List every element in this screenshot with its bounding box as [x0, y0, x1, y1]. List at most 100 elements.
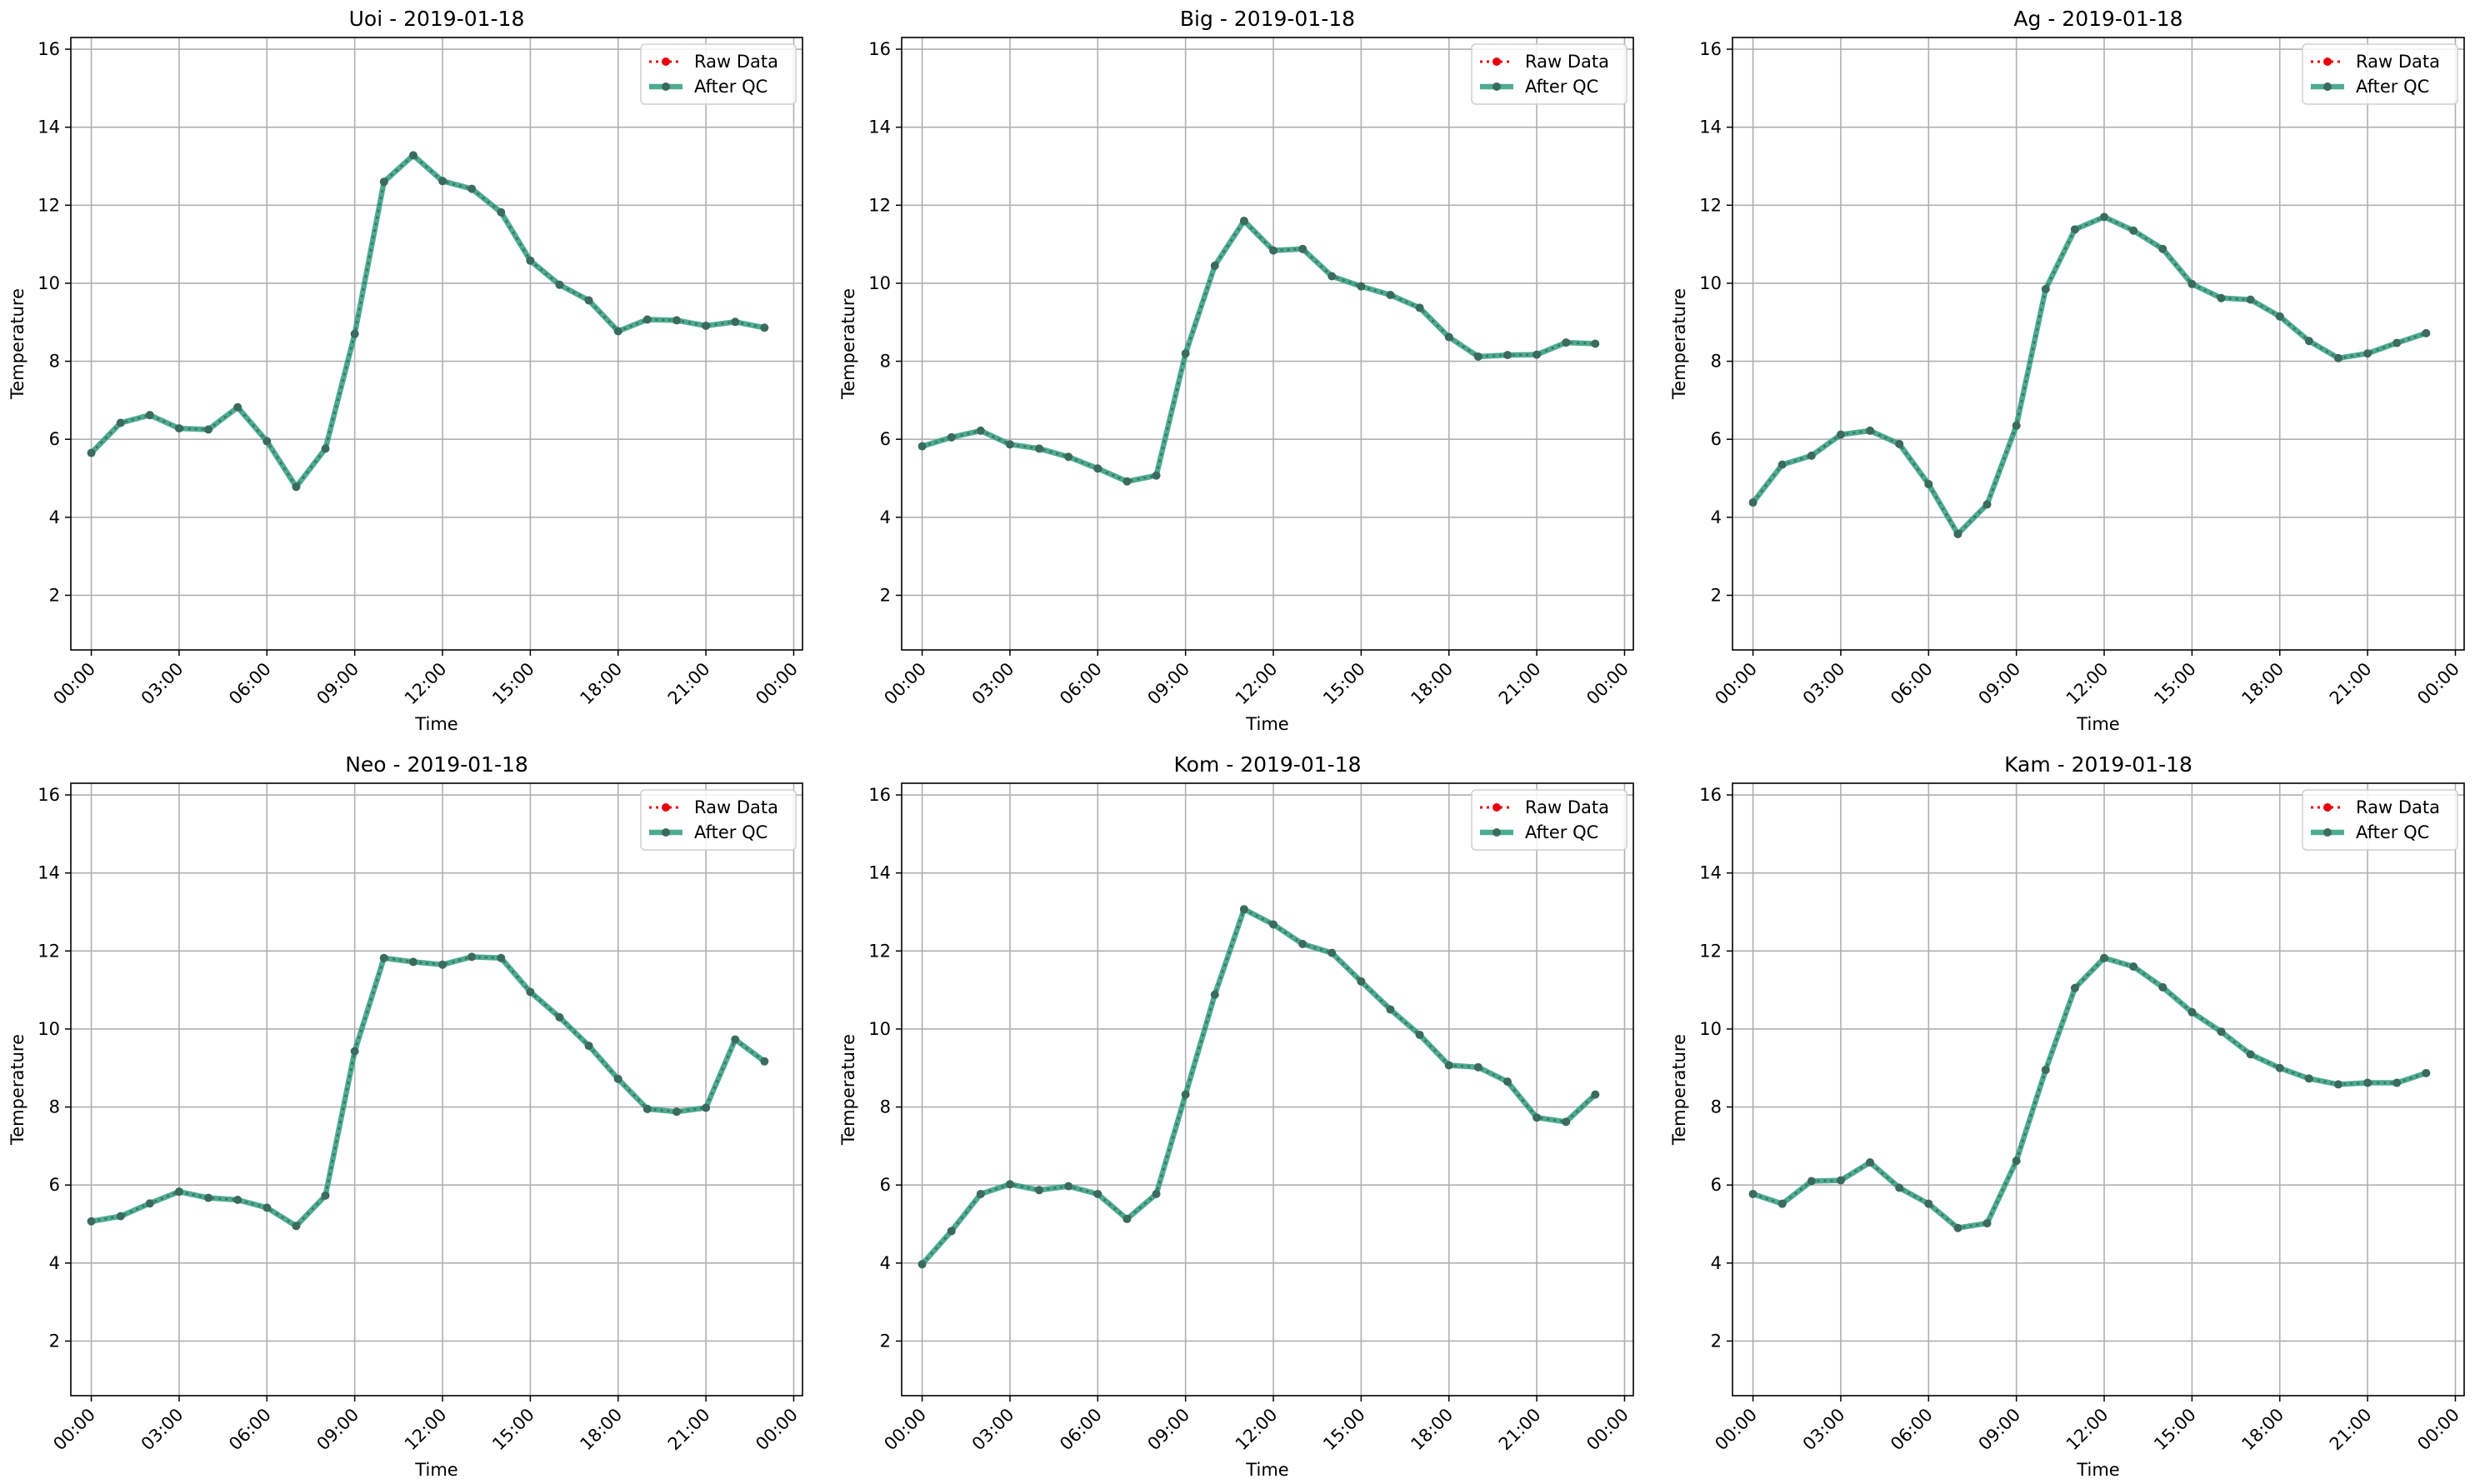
series-line-after-qc	[1752, 955, 2428, 1231]
series-line-overlay	[921, 907, 1597, 1265]
x-tick-label: 21:00	[1495, 1405, 1545, 1455]
data-point	[1035, 1186, 1044, 1195]
legend-marker-raw-data	[662, 803, 670, 812]
data-point	[2041, 284, 2050, 293]
data-point	[2070, 983, 2079, 992]
x-tick-label: 21:00	[2326, 1405, 2376, 1455]
y-axis-label: Temperature	[8, 288, 28, 400]
chart-title: Neo - 2019-01-18	[345, 752, 528, 777]
data-point	[1778, 1199, 1787, 1208]
x-tick-label: 12:00	[1232, 659, 1282, 709]
data-point	[408, 151, 418, 160]
data-point	[468, 184, 477, 193]
data-point	[1005, 1180, 1014, 1189]
data-point	[2246, 1050, 2255, 1059]
x-tick-label: 03:00	[1799, 659, 1849, 709]
y-tick-label: 8	[880, 352, 891, 372]
x-tick-label: 18:00	[2238, 659, 2288, 709]
plot-frame	[901, 782, 1634, 1397]
legend-label-raw-data: Raw Data	[694, 52, 778, 72]
chart-panel: 2 4 6 8 10 12 14 16 00:00 03:00 06:00 09:00 12:00 15:…	[8, 752, 803, 1480]
series-line-overlay	[1752, 957, 2427, 1229]
data-point	[2012, 421, 2021, 430]
x-tick-label: 18:00	[577, 1405, 627, 1455]
y-tick-label: 16	[1699, 39, 1722, 59]
x-tick-label: 06:00	[225, 659, 275, 709]
chart-legend: Raw Data After QC	[640, 789, 797, 851]
series-line-overlay	[1752, 216, 2427, 536]
x-tick-label: 00:00	[880, 1405, 930, 1455]
data-point	[2246, 295, 2255, 304]
legend-marker-raw-data	[662, 57, 670, 66]
series-line-overlay	[91, 956, 765, 1227]
y-tick-label: 6	[880, 1175, 891, 1195]
x-axis-label: Time	[414, 714, 458, 734]
data-point	[1836, 430, 1845, 439]
x-tick-label: 00:00	[1711, 659, 1761, 709]
series-line-overlay	[922, 219, 1596, 482]
data-point	[350, 329, 359, 338]
data-point	[497, 953, 506, 962]
series-line-after-qc	[920, 906, 1598, 1267]
data-point	[1239, 905, 1248, 914]
data-point	[1895, 1183, 1904, 1192]
series-line-raw-data	[922, 218, 1596, 483]
x-axis-label: Time	[1245, 1460, 1288, 1480]
legend-label-after-qc: After QC	[694, 77, 768, 97]
y-tick-label: 14	[1699, 863, 1722, 883]
data-point	[408, 957, 418, 967]
x-tick-label: 06:00	[1887, 659, 1937, 709]
y-tick-label: 10	[38, 273, 60, 293]
data-point	[526, 256, 535, 265]
x-tick-label: 21:00	[664, 1405, 714, 1455]
x-tick-label: 15:00	[488, 659, 538, 709]
plot-frame	[70, 782, 803, 1397]
data-point	[2188, 1007, 2197, 1017]
legend-marker-after-qc	[662, 828, 670, 837]
x-axis-label: Time	[1245, 714, 1288, 734]
data-point	[174, 1187, 183, 1197]
data-point	[145, 411, 154, 420]
y-tick-label: 12	[1699, 195, 1722, 215]
y-tick-label: 4	[49, 507, 60, 527]
data-point	[1298, 244, 1308, 253]
data-point	[1982, 1219, 1992, 1228]
x-tick-label: 03:00	[138, 659, 188, 709]
x-tick-label: 00:00	[2413, 1405, 2463, 1455]
series-line-raw-data	[1752, 957, 2427, 1230]
series-line-after-qc	[921, 217, 1596, 485]
data-point	[613, 1074, 622, 1083]
data-point	[1836, 1176, 1845, 1185]
data-point	[2275, 1063, 2284, 1072]
x-tick-label: 18:00	[1408, 659, 1458, 709]
chart-legend: Raw Data After QC	[2302, 43, 2458, 105]
data-point	[87, 448, 96, 457]
x-tick-label: 15:00	[1319, 1405, 1369, 1455]
x-tick-label: 12:00	[2062, 659, 2112, 709]
data-point	[1122, 1214, 1132, 1223]
data-point	[350, 1047, 359, 1056]
data-point	[262, 437, 272, 446]
x-tick-label: 09:00	[312, 1405, 362, 1455]
legend-label-after-qc: After QC	[694, 822, 768, 842]
x-tick-label: 00:00	[1582, 659, 1632, 709]
data-point	[976, 1189, 985, 1198]
data-point	[1866, 1158, 1875, 1167]
data-point	[760, 1057, 769, 1066]
y-tick-label: 12	[38, 195, 60, 215]
legend-label-raw-data: Raw Data	[2356, 797, 2440, 817]
data-point	[1807, 1177, 1816, 1186]
y-tick-label: 14	[868, 117, 891, 137]
y-tick-label: 8	[49, 352, 60, 372]
chart-title: Ag - 2019-01-18	[2013, 7, 2182, 31]
legend-label-after-qc: After QC	[1525, 77, 1598, 97]
series-line-raw-data	[1752, 215, 2427, 537]
y-tick-label: 2	[49, 585, 60, 605]
data-point	[2304, 337, 2313, 346]
y-tick-label: 14	[1699, 117, 1722, 137]
data-point	[947, 1227, 956, 1236]
y-tick-label: 16	[38, 39, 60, 59]
data-point	[1415, 303, 1424, 312]
chart-panel: 2 4 6 8 10 12 14 16 00:00 03:00 06:00 09:00 12:00 15:…	[838, 7, 1634, 734]
